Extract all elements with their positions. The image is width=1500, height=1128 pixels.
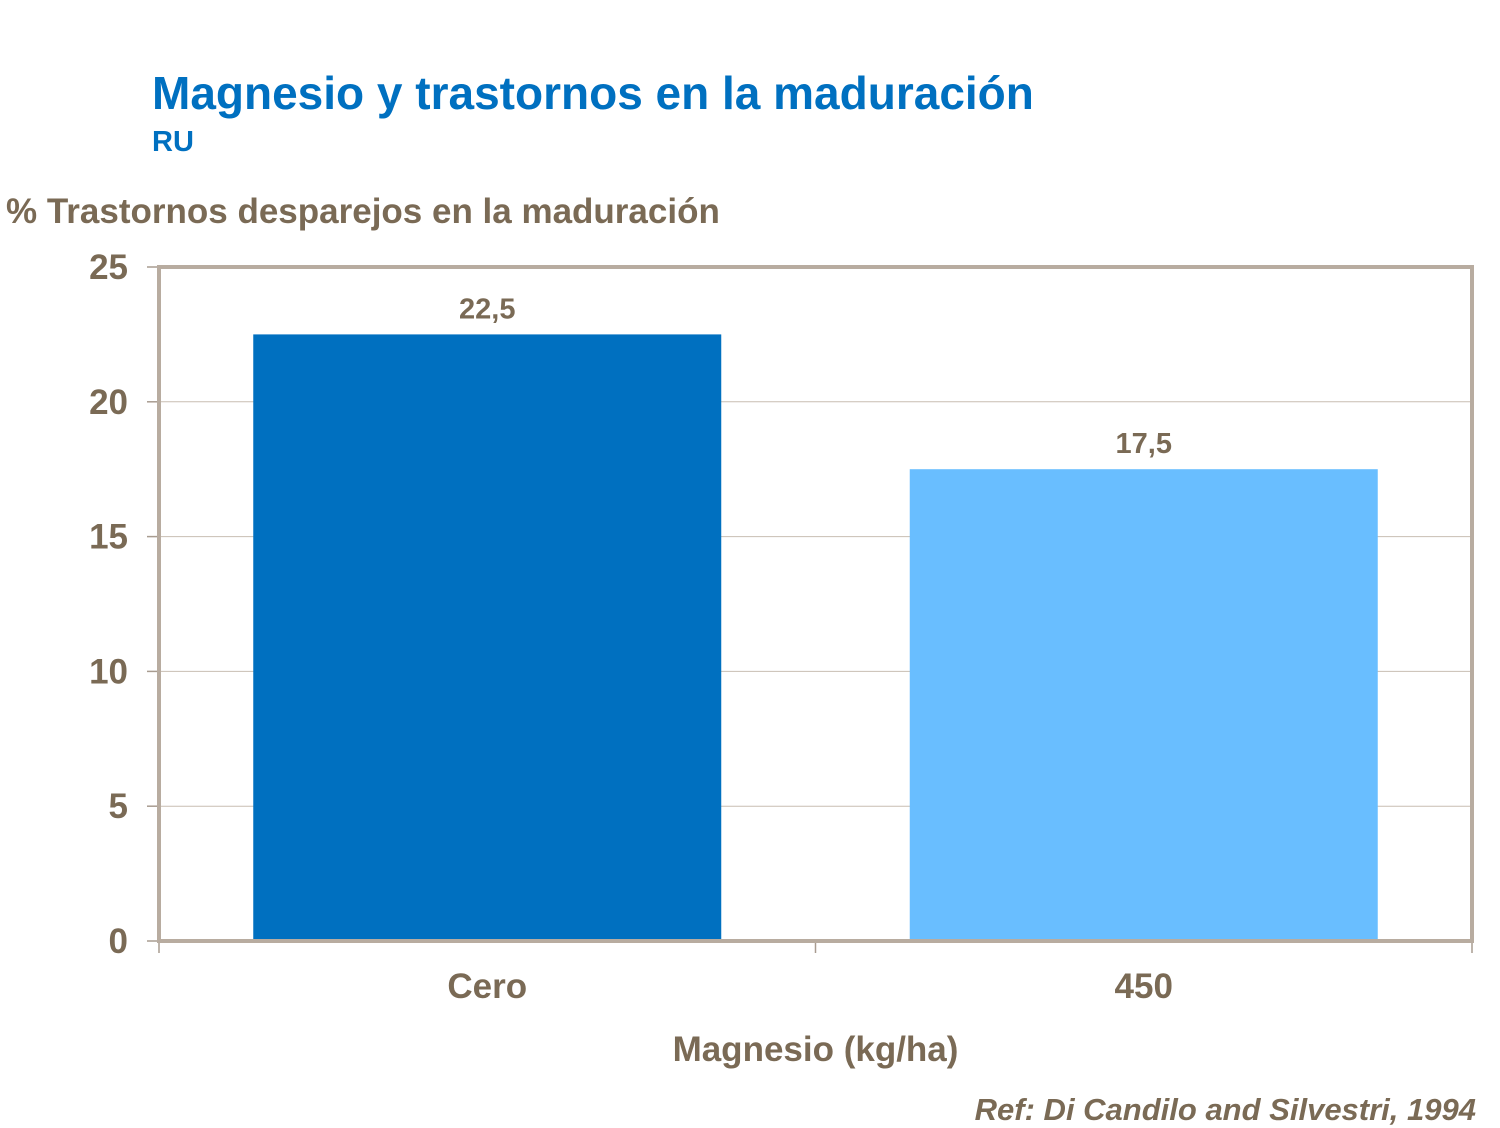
data-label: 22,5 xyxy=(459,293,515,325)
y-tick-label: 5 xyxy=(109,787,128,826)
x-tick-label: 450 xyxy=(1115,967,1173,1006)
plot-border xyxy=(157,265,1474,943)
chart-subtitle: RU xyxy=(152,126,194,158)
y-tick-label: 20 xyxy=(89,383,128,422)
x-tick-label: Cero xyxy=(447,967,527,1006)
y-axis-label: % Trastornos desparejos en la maduración xyxy=(6,192,720,231)
chart-title: Magnesio y trastornos en la maduración xyxy=(152,67,1034,119)
y-tick-label: 15 xyxy=(89,518,128,557)
y-tick-label: 0 xyxy=(109,922,128,961)
reference-note: Ref: Di Candilo and Silvestri, 1994 xyxy=(974,1092,1476,1127)
x-axis-label: Magnesio (kg/ha) xyxy=(673,1030,959,1069)
bar-450 xyxy=(909,469,1378,941)
data-label: 17,5 xyxy=(1116,428,1172,460)
y-tick-label: 25 xyxy=(89,248,128,287)
y-tick-label: 10 xyxy=(89,652,128,691)
bar-cero xyxy=(253,334,722,941)
